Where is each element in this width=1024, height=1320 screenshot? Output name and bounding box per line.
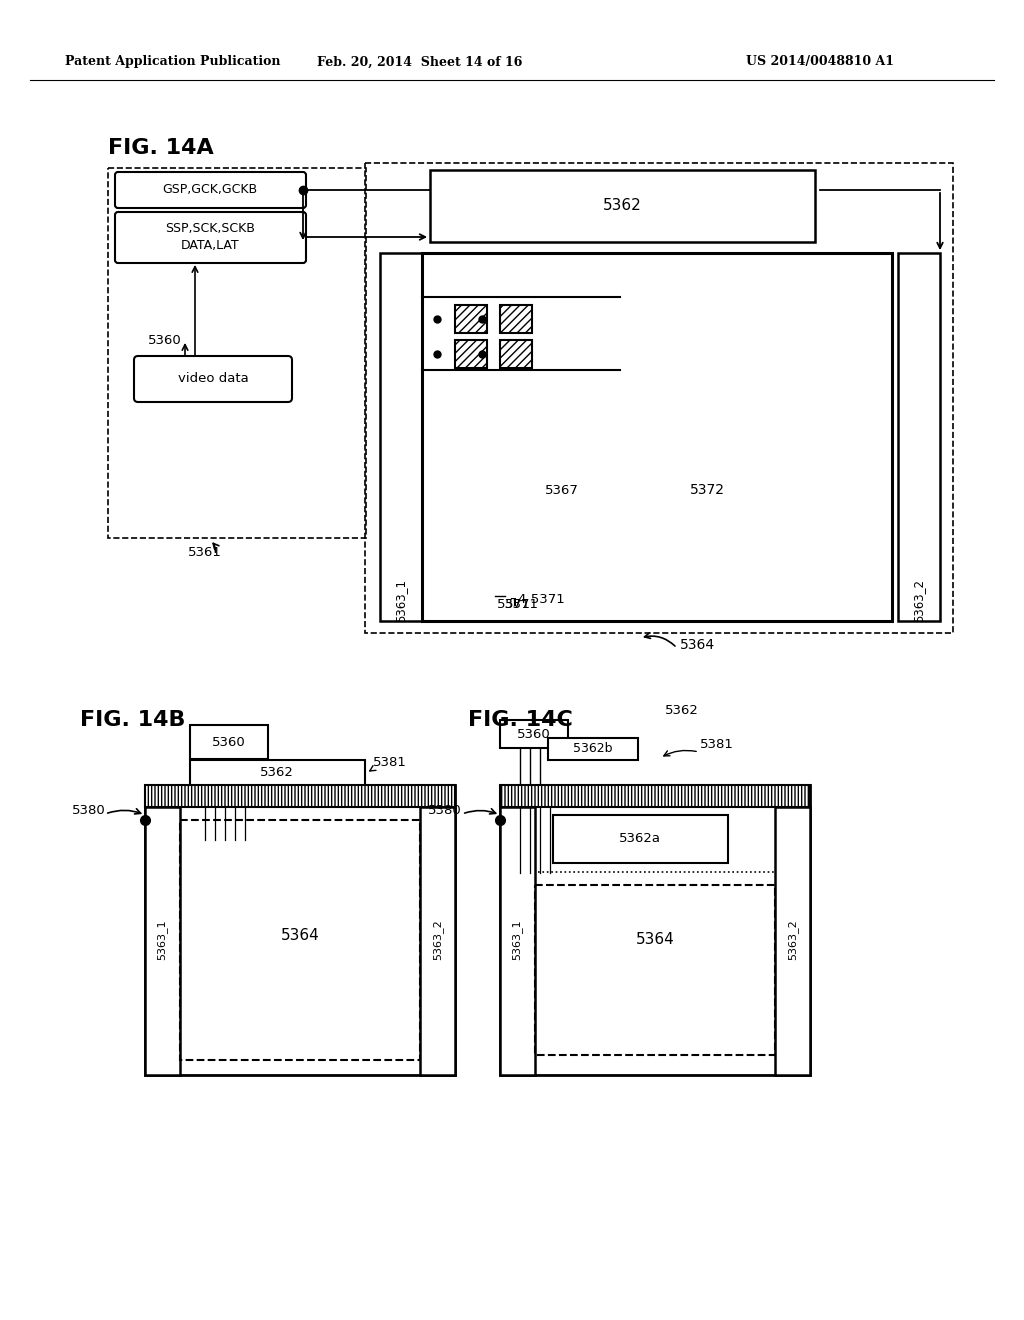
Bar	[548, 738, 638, 760]
Text: 5371: 5371	[505, 598, 539, 611]
FancyBboxPatch shape	[115, 172, 306, 209]
Bar	[455, 305, 487, 333]
Text: 5362: 5362	[665, 704, 698, 717]
FancyBboxPatch shape	[134, 356, 292, 403]
Text: 5361: 5361	[188, 545, 222, 558]
Text: 5380: 5380	[72, 804, 105, 817]
Text: 5372: 5372	[690, 483, 725, 498]
FancyBboxPatch shape	[115, 213, 306, 263]
Text: SSP,SCK,SCKB
DATA,LAT: SSP,SCK,SCKB DATA,LAT	[165, 222, 255, 252]
Text: 5381: 5381	[373, 756, 407, 770]
Bar	[455, 341, 487, 368]
Text: 5364: 5364	[281, 928, 319, 942]
Text: Feb. 20, 2014  Sheet 14 of 16: Feb. 20, 2014 Sheet 14 of 16	[317, 55, 522, 69]
Bar	[108, 168, 366, 539]
Text: FIG. 14C: FIG. 14C	[468, 710, 572, 730]
Bar	[455, 305, 487, 333]
Bar	[520, 807, 780, 873]
Text: GSP,GCK,GCKB: GSP,GCK,GCKB	[163, 183, 258, 197]
Text: 5360: 5360	[517, 727, 551, 741]
Bar	[500, 341, 532, 368]
Bar	[500, 719, 568, 748]
Bar	[190, 725, 268, 759]
Bar	[422, 253, 892, 620]
Bar	[553, 814, 728, 863]
Text: Patent Application Publication: Patent Application Publication	[65, 55, 281, 69]
Text: 5371: 5371	[497, 598, 531, 611]
Text: 5364: 5364	[636, 932, 675, 948]
Bar	[898, 253, 940, 620]
Text: ┒4 5371: ┒4 5371	[510, 594, 565, 606]
Text: 5381: 5381	[700, 738, 734, 751]
Text: video data: video data	[177, 372, 249, 385]
Text: 5363_1: 5363_1	[394, 578, 408, 622]
Bar	[430, 170, 815, 242]
Text: 5362: 5362	[260, 767, 294, 780]
Bar	[365, 162, 953, 634]
Text: 5362b: 5362b	[573, 742, 612, 755]
Bar	[380, 253, 422, 620]
Bar	[180, 820, 420, 1060]
Bar	[500, 807, 535, 1074]
Text: 5363_1: 5363_1	[512, 920, 522, 961]
Text: 5364: 5364	[680, 638, 715, 652]
Bar	[500, 785, 810, 807]
Text: 5380: 5380	[428, 804, 462, 817]
Text: 5360: 5360	[212, 735, 246, 748]
Bar	[455, 341, 487, 368]
Text: 5367: 5367	[545, 483, 579, 496]
Bar	[500, 341, 532, 368]
Text: 5363_1: 5363_1	[157, 920, 168, 961]
Bar	[500, 305, 532, 333]
Text: 5360: 5360	[148, 334, 181, 346]
Bar	[190, 760, 365, 785]
Bar	[500, 305, 532, 333]
Text: 5363_2: 5363_2	[787, 920, 799, 961]
Text: US 2014/0048810 A1: US 2014/0048810 A1	[746, 55, 894, 69]
Bar	[145, 807, 180, 1074]
Bar	[775, 807, 810, 1074]
Bar	[420, 807, 455, 1074]
Text: 5362: 5362	[603, 198, 641, 214]
Text: FIG. 14B: FIG. 14B	[80, 710, 185, 730]
Text: 5363_2: 5363_2	[912, 578, 926, 622]
Text: 5363_2: 5363_2	[432, 920, 443, 961]
Bar	[145, 785, 455, 1074]
Bar	[500, 785, 810, 1074]
Text: 5362a: 5362a	[618, 833, 662, 846]
Bar	[535, 884, 775, 1055]
Bar	[145, 785, 455, 807]
Text: FIG. 14A: FIG. 14A	[108, 139, 214, 158]
